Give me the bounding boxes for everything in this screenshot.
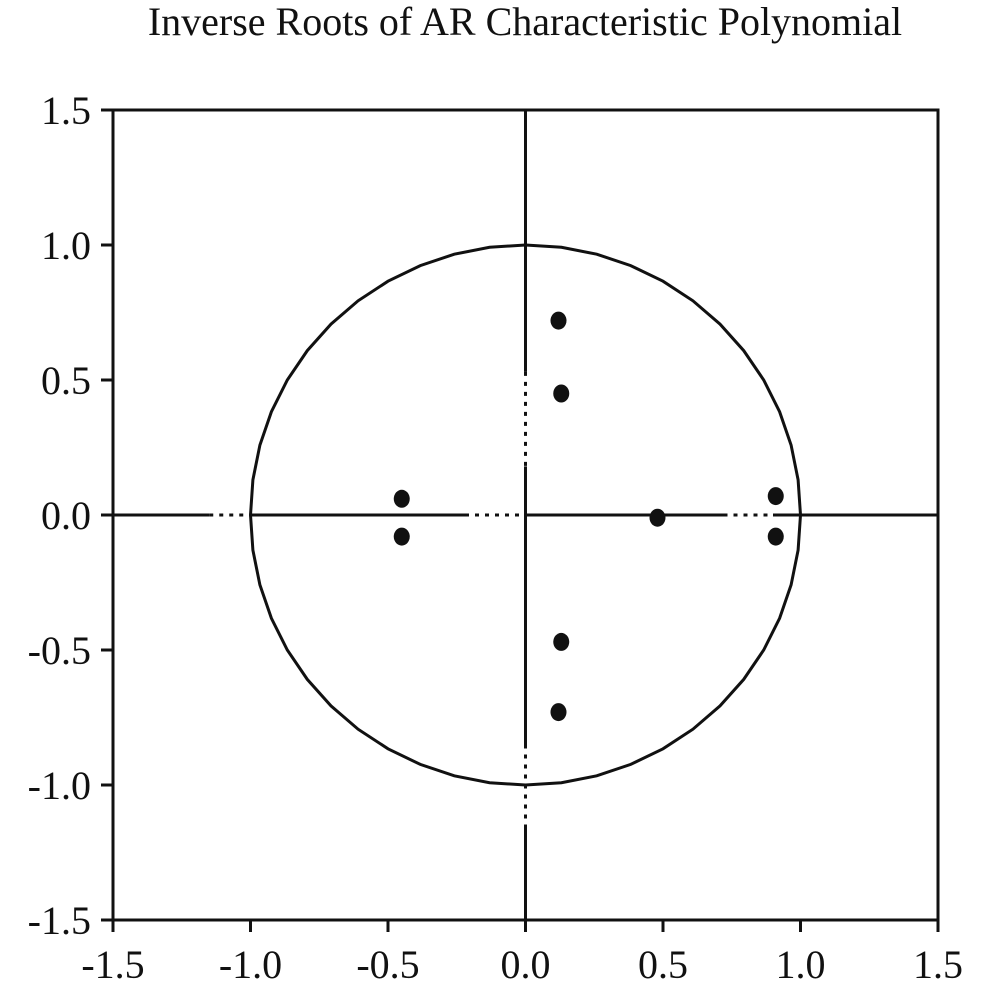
tick-labels-layer: -1.5 -1.0 -0.5 0.0 0.5 1.0 1.5 1.5 1.0 0.5 0.0 -0.5… [28, 88, 963, 987]
y-tick-label: -0.5 [28, 628, 91, 673]
root-point [767, 527, 784, 546]
unit-circle [248, 243, 803, 787]
x-tick-label: 0.0 [501, 942, 551, 986]
root-point [767, 487, 784, 506]
x-tick-label: 1.0 [776, 942, 826, 986]
chart-title: Inverse Roots of AR Characteristic Polyn… [148, 0, 902, 44]
x-tick-label: 0.5 [638, 942, 688, 986]
x-tick-label: -1.0 [219, 942, 282, 986]
x-tick-label: -1.5 [81, 942, 144, 986]
y-tick-label: -1.5 [28, 898, 91, 943]
y-tick-label: 1.0 [41, 223, 91, 268]
unit-circle-layer [248, 243, 803, 787]
y-tick-label: 0.5 [41, 358, 91, 403]
root-point [393, 489, 410, 508]
root-point [550, 311, 567, 330]
roots-layer [393, 311, 784, 722]
root-point [393, 527, 410, 546]
root-point [649, 508, 666, 527]
y-tick-label: 0.0 [41, 493, 91, 538]
axes-layer [111, 108, 940, 922]
root-point [550, 703, 567, 722]
root-point [553, 632, 570, 651]
x-tick-label: 1.5 [913, 942, 963, 986]
y-tick-label: -1.0 [28, 763, 91, 808]
root-point [553, 384, 570, 403]
y-tick-label: 1.5 [41, 88, 91, 133]
x-tick-label: -0.5 [356, 942, 419, 986]
